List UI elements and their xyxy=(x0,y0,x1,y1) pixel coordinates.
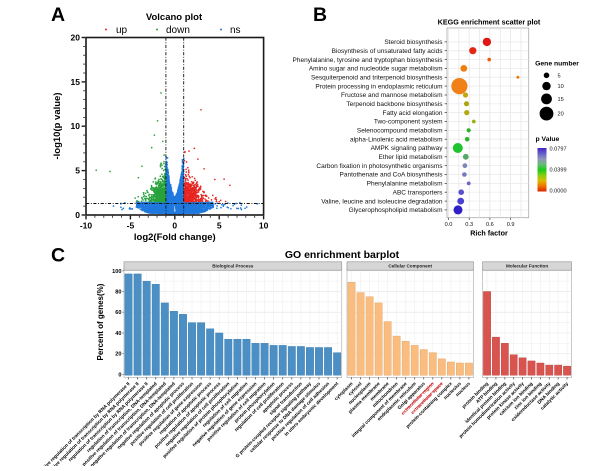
svg-text:20: 20 xyxy=(71,33,81,43)
svg-text:0: 0 xyxy=(118,372,121,378)
svg-text:Molecular Function: Molecular Function xyxy=(506,264,548,269)
svg-text:-log10(p value): -log10(p value) xyxy=(52,92,63,159)
svg-text:5: 5 xyxy=(558,73,561,79)
svg-text:-5: -5 xyxy=(127,221,135,231)
svg-text:Amino sugar and nucleotide sug: Amino sugar and nucleotide sugar metabol… xyxy=(309,66,443,73)
svg-text:A: A xyxy=(51,4,65,26)
svg-text:5: 5 xyxy=(75,166,80,176)
svg-text:Phenylalanine, tyrosine and tr: Phenylalanine, tyrosine and tryptophan b… xyxy=(293,57,444,64)
svg-text:C: C xyxy=(51,245,65,267)
svg-text:0.0797: 0.0797 xyxy=(550,147,567,153)
svg-text:Protein processing in endoplas: Protein processing in endoplasmic reticu… xyxy=(315,83,442,90)
svg-text:B: B xyxy=(313,4,327,26)
svg-text:10: 10 xyxy=(259,221,269,231)
svg-text:Selenocompound metabolism: Selenocompound metabolism xyxy=(357,128,443,135)
svg-text:Steroid biosynthesis: Steroid biosynthesis xyxy=(384,39,443,46)
svg-text:80: 80 xyxy=(115,290,121,296)
svg-text:0.0000: 0.0000 xyxy=(550,189,567,195)
svg-text:20: 20 xyxy=(115,352,121,358)
svg-text:0: 0 xyxy=(172,221,177,231)
svg-text:Phenylalanine metabolism: Phenylalanine metabolism xyxy=(367,181,443,188)
svg-text:Fatty acid elongation: Fatty acid elongation xyxy=(383,110,443,117)
svg-text:60: 60 xyxy=(115,310,121,316)
svg-text:Fructose and mannose metabolis: Fructose and mannose metabolism xyxy=(341,92,443,99)
svg-text:15: 15 xyxy=(558,97,564,103)
svg-text:Glycerophospholipid metabolism: Glycerophospholipid metabolism xyxy=(349,207,443,214)
svg-text:Biosynthesis of unsaturated fa: Biosynthesis of unsaturated fatty acids xyxy=(332,48,444,55)
svg-text:GO enrichment barplot: GO enrichment barplot xyxy=(285,249,400,261)
svg-text:0.0399: 0.0399 xyxy=(550,168,567,174)
svg-text:Biological Process: Biological Process xyxy=(212,264,254,269)
svg-text:alpha-Linolenic acid metabolis: alpha-Linolenic acid metabolism xyxy=(350,136,443,143)
svg-text:ns: ns xyxy=(230,25,241,36)
svg-text:KEGG enrichment scatter plot: KEGG enrichment scatter plot xyxy=(438,18,541,27)
svg-text:Carbon fixation in photosynthe: Carbon fixation in photosynthetic organi… xyxy=(316,163,443,170)
svg-text:log2(Fold change): log2(Fold change) xyxy=(134,232,216,243)
svg-text:-10: -10 xyxy=(80,221,93,231)
svg-text:0.0: 0.0 xyxy=(445,222,453,228)
svg-text:0.3: 0.3 xyxy=(465,222,473,228)
svg-text:0: 0 xyxy=(75,210,80,220)
svg-text:10: 10 xyxy=(558,84,564,90)
svg-text:100: 100 xyxy=(112,269,121,275)
svg-text:Percent of genes(%): Percent of genes(%) xyxy=(96,283,105,360)
svg-text:Gene number: Gene number xyxy=(535,61,579,68)
svg-text:Ether lipid metabolism: Ether lipid metabolism xyxy=(379,154,443,161)
svg-text:ABC transporters: ABC transporters xyxy=(393,189,444,196)
svg-text:Volcano plot: Volcano plot xyxy=(146,12,203,23)
svg-text:15: 15 xyxy=(71,77,81,87)
svg-text:Cellular Component: Cellular Component xyxy=(388,264,432,269)
svg-text:5: 5 xyxy=(217,221,222,231)
svg-text:AMPK signaling pathway: AMPK signaling pathway xyxy=(371,145,444,152)
svg-text:Two-component system: Two-component system xyxy=(374,119,443,126)
svg-text:Terpenoid backbone biosynthesi: Terpenoid backbone biosynthesis xyxy=(346,101,443,108)
svg-text:Rich factor: Rich factor xyxy=(470,229,508,238)
svg-text:up: up xyxy=(116,25,128,36)
svg-text:Valine, leucine and isoleucine: Valine, leucine and isoleucine degradati… xyxy=(321,198,443,205)
svg-text:10: 10 xyxy=(71,121,81,131)
svg-text:down: down xyxy=(166,25,190,36)
svg-text:0.6: 0.6 xyxy=(486,222,494,228)
svg-text:20: 20 xyxy=(558,112,564,118)
svg-text:0.9: 0.9 xyxy=(507,222,515,228)
svg-text:Pantothenate and CoA biosynthe: Pantothenate and CoA biosynthesis xyxy=(340,172,444,179)
svg-text:Sesquiterpenoid and triterpeno: Sesquiterpenoid and triterpenoid biosynt… xyxy=(311,75,443,82)
svg-text:40: 40 xyxy=(115,331,121,337)
svg-text:p Value: p Value xyxy=(536,136,560,143)
